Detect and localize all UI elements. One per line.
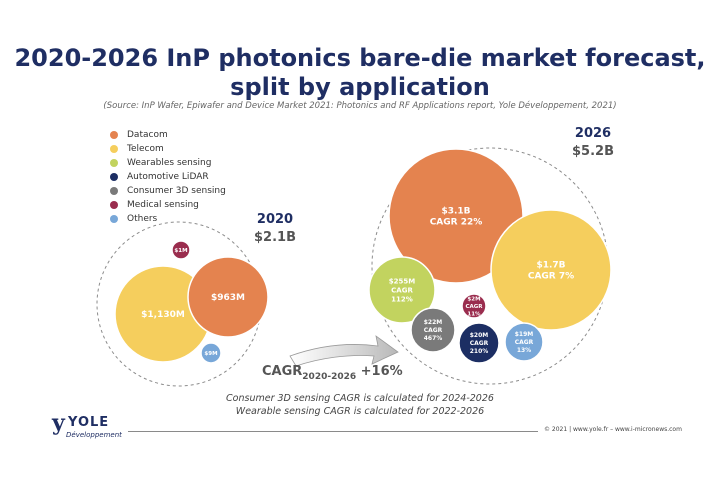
- footer-text: © 2021 | www.yole.fr – www.i-micronews.c…: [544, 426, 682, 433]
- bubble-2026-wearables-sensing: [368, 256, 436, 324]
- bubble-label-2026-datacom: $3.1B: [441, 207, 470, 217]
- bubble-label-2026-consumer-3d-sensing: CAGR: [424, 327, 443, 334]
- bubble-2020-medical-sensing: [171, 240, 191, 260]
- legend-item-medical-sensing: Medical sensing: [110, 198, 226, 212]
- bubble-2020-others: [200, 342, 222, 364]
- bubble-label-2026-medical-sensing: CAGR: [465, 304, 483, 310]
- legend-item-consumer-3d-sensing: Consumer 3D sensing: [110, 184, 226, 198]
- bubble-label-2026-medical-sensing: 11%: [467, 311, 481, 317]
- bubble-label-2026-others: CAGR: [515, 339, 534, 346]
- bubble-label-2026-automotive-lidar: 210%: [470, 348, 489, 355]
- legend-label: Telecom: [127, 144, 164, 154]
- bubble-label-2026-consumer-3d-sensing: 467%: [424, 335, 443, 342]
- legend-item-datacom: Datacom: [110, 128, 226, 142]
- legend-swatch: [110, 201, 118, 209]
- year-2026-total: $5.2B: [572, 144, 614, 159]
- bubble-label-2020-telecom: $1,130M: [141, 310, 185, 320]
- bubble-2026-telecom: [490, 209, 612, 331]
- legend-label: Medical sensing: [127, 200, 199, 210]
- legend-item-others: Others: [110, 212, 226, 226]
- bubble-label-2026-wearables-sensing: $255M: [389, 277, 415, 285]
- year-2020-label: 2020: [256, 212, 294, 227]
- bubble-2026-automotive-lidar: [458, 322, 500, 364]
- legend-label: Others: [127, 214, 158, 224]
- bubble-label-2020-medical-sensing: $1M: [174, 248, 187, 254]
- bubble-label-2026-consumer-3d-sensing: $22M: [424, 319, 443, 326]
- bubble-label-2026-telecom: CAGR 7%: [528, 272, 574, 282]
- bubble-label-2026-wearables-sensing: CAGR: [391, 286, 413, 294]
- legend-swatch: [110, 187, 118, 195]
- legend-label: Wearables sensing: [127, 158, 212, 168]
- title-line-1: 2020-2026 InP photonics bare-die market …: [14, 44, 706, 72]
- yole-logo: y YOLE Développement: [52, 410, 142, 444]
- bubble-2026-consumer-3d-sensing: [410, 307, 456, 353]
- bubble-2020-datacom: [187, 256, 269, 338]
- legend-swatch: [110, 145, 118, 153]
- year-2026-label: 2026: [574, 126, 612, 141]
- legend-swatch: [110, 131, 118, 139]
- bubble-label-2026-others: $19M: [515, 331, 534, 338]
- legend-label: Automotive LiDAR: [127, 172, 209, 182]
- source-note: (Source: InP Wafer, Epiwafer and Device …: [103, 101, 617, 111]
- logo-mark: y: [52, 410, 65, 436]
- bubble-2026-others: [504, 322, 544, 362]
- legend-item-wearables-sensing: Wearables sensing: [110, 156, 226, 170]
- note-wearable: Wearable sensing CAGR is calculated for …: [235, 406, 485, 417]
- bubble-label-2026-telecom: $1.7B: [536, 261, 565, 271]
- legend: Datacom Telecom Wearables sensing Automotiv…: [110, 128, 226, 226]
- chart-title: 2020-2026 InP photonics bare-die market …: [0, 44, 720, 102]
- title-line-2: split by application: [230, 73, 490, 101]
- footer-divider: [128, 431, 538, 432]
- bubble-label-2026-wearables-sensing: 112%: [391, 295, 413, 303]
- notes: Consumer 3D sensing CAGR is calculated f…: [0, 392, 720, 418]
- note-consumer-3d: Consumer 3D sensing CAGR is calculated f…: [226, 393, 494, 404]
- bubble-label-2026-datacom: CAGR 22%: [430, 218, 483, 228]
- logo-name: YOLE: [68, 415, 110, 430]
- bubble-label-2026-medical-sensing: $2M: [467, 296, 480, 302]
- bubble-label-2026-automotive-lidar: $20M: [470, 332, 489, 339]
- legend-swatch: [110, 173, 118, 181]
- bubble-label-2020-others: $9M: [204, 351, 217, 357]
- bubble-label-2026-automotive-lidar: CAGR: [470, 340, 489, 347]
- bubble-label-2020-datacom: $963M: [211, 293, 245, 303]
- cagr-annotation: CAGR2020-2026 +16%: [262, 364, 403, 382]
- legend-item-telecom: Telecom: [110, 142, 226, 156]
- legend-swatch: [110, 215, 118, 223]
- year-2020-total: $2.1B: [254, 230, 296, 245]
- bubble-2026-datacom: [388, 148, 524, 284]
- logo-subtitle: Développement: [66, 431, 122, 439]
- bubble-2026-medical-sensing: [461, 293, 487, 319]
- bubble-label-2026-others: 13%: [517, 347, 531, 354]
- growth-arrow: [289, 335, 399, 367]
- legend-item-automotive-lidar: Automotive LiDAR: [110, 170, 226, 184]
- legend-label: Datacom: [127, 130, 168, 140]
- legend-label: Consumer 3D sensing: [127, 186, 226, 196]
- legend-swatch: [110, 159, 118, 167]
